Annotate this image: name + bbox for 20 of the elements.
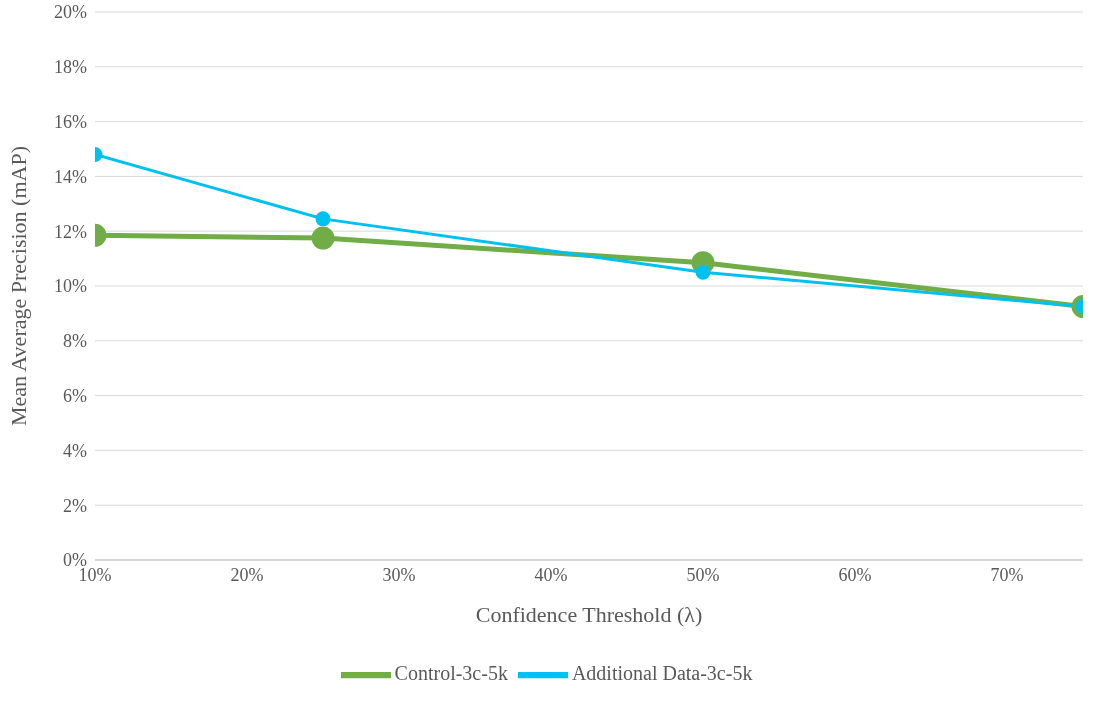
y-tick-label: 12% xyxy=(54,221,87,242)
y-tick-label: 8% xyxy=(63,331,87,352)
legend-label: Additional Data-3c-5k xyxy=(571,661,753,684)
x-tick-label: 50% xyxy=(686,564,720,585)
y-tick-label: 4% xyxy=(63,440,87,461)
y-tick-label: 2% xyxy=(63,495,87,516)
legend-label: Control-3c-5k xyxy=(394,661,508,684)
y-tick-label: 6% xyxy=(63,385,87,406)
y-tick-label: 20% xyxy=(54,2,87,23)
x-tick-label: 70% xyxy=(990,564,1024,585)
x-tick-label: 40% xyxy=(534,564,568,585)
x-tick-label: 60% xyxy=(838,564,872,585)
y-tick-label: 14% xyxy=(54,166,87,187)
x-tick-label: 30% xyxy=(382,564,416,585)
y-tick-label: 16% xyxy=(54,111,87,132)
y-tick-label: 10% xyxy=(54,276,87,297)
x-tick-label: 20% xyxy=(230,564,264,585)
y-axis-title: Mean Average Precision (mAP) xyxy=(5,145,31,427)
y-tick-label: 18% xyxy=(54,57,87,78)
x-axis-title: Confidence Threshold (λ) xyxy=(475,602,703,627)
